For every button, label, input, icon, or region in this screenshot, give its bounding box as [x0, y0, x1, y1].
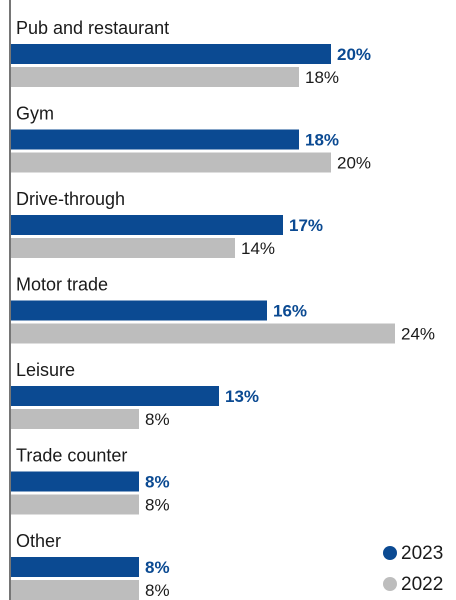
value-label-2022: 14% — [241, 239, 275, 258]
legend-label-2022: 2022 — [401, 574, 443, 595]
value-label-2023: 20% — [337, 45, 371, 64]
bar-2022 — [11, 152, 331, 173]
bar-2023 — [11, 557, 139, 577]
bar-2023 — [11, 471, 139, 492]
bar-2022 — [11, 580, 139, 600]
value-label-2023: 13% — [225, 387, 259, 406]
bar-2023 — [11, 215, 283, 235]
value-label-2022: 8% — [145, 496, 170, 515]
value-label-2022: 24% — [401, 325, 435, 344]
bar-2022 — [11, 238, 235, 258]
bar-2023 — [11, 386, 219, 406]
bar-2023 — [11, 44, 331, 64]
category-label: Leisure — [16, 360, 75, 380]
bar-2022 — [11, 494, 139, 515]
legend-label-2023: 2023 — [401, 543, 443, 564]
bar-2022 — [11, 67, 299, 87]
value-label-2023: 17% — [289, 216, 323, 235]
category-label: Gym — [16, 104, 54, 124]
value-label-2023: 16% — [273, 302, 307, 321]
bar-2022 — [11, 409, 139, 429]
category-label: Trade counter — [16, 446, 127, 466]
value-label-2023: 8% — [145, 473, 170, 492]
category-label: Pub and restaurant — [16, 18, 169, 38]
bar-2022 — [11, 323, 395, 344]
value-label-2023: 18% — [305, 131, 339, 150]
category-label: Drive-through — [16, 189, 125, 209]
value-label-2023: 8% — [145, 558, 170, 577]
category-label: Motor trade — [16, 275, 108, 295]
value-label-2022: 8% — [145, 410, 170, 429]
bar-2023 — [11, 300, 267, 321]
legend-swatch-2022 — [383, 577, 397, 591]
category-label: Other — [16, 531, 61, 551]
value-label-2022: 18% — [305, 68, 339, 87]
value-label-2022: 8% — [145, 581, 170, 600]
bar-2023 — [11, 129, 299, 150]
legend-swatch-2023 — [383, 546, 397, 560]
value-label-2022: 20% — [337, 154, 371, 173]
